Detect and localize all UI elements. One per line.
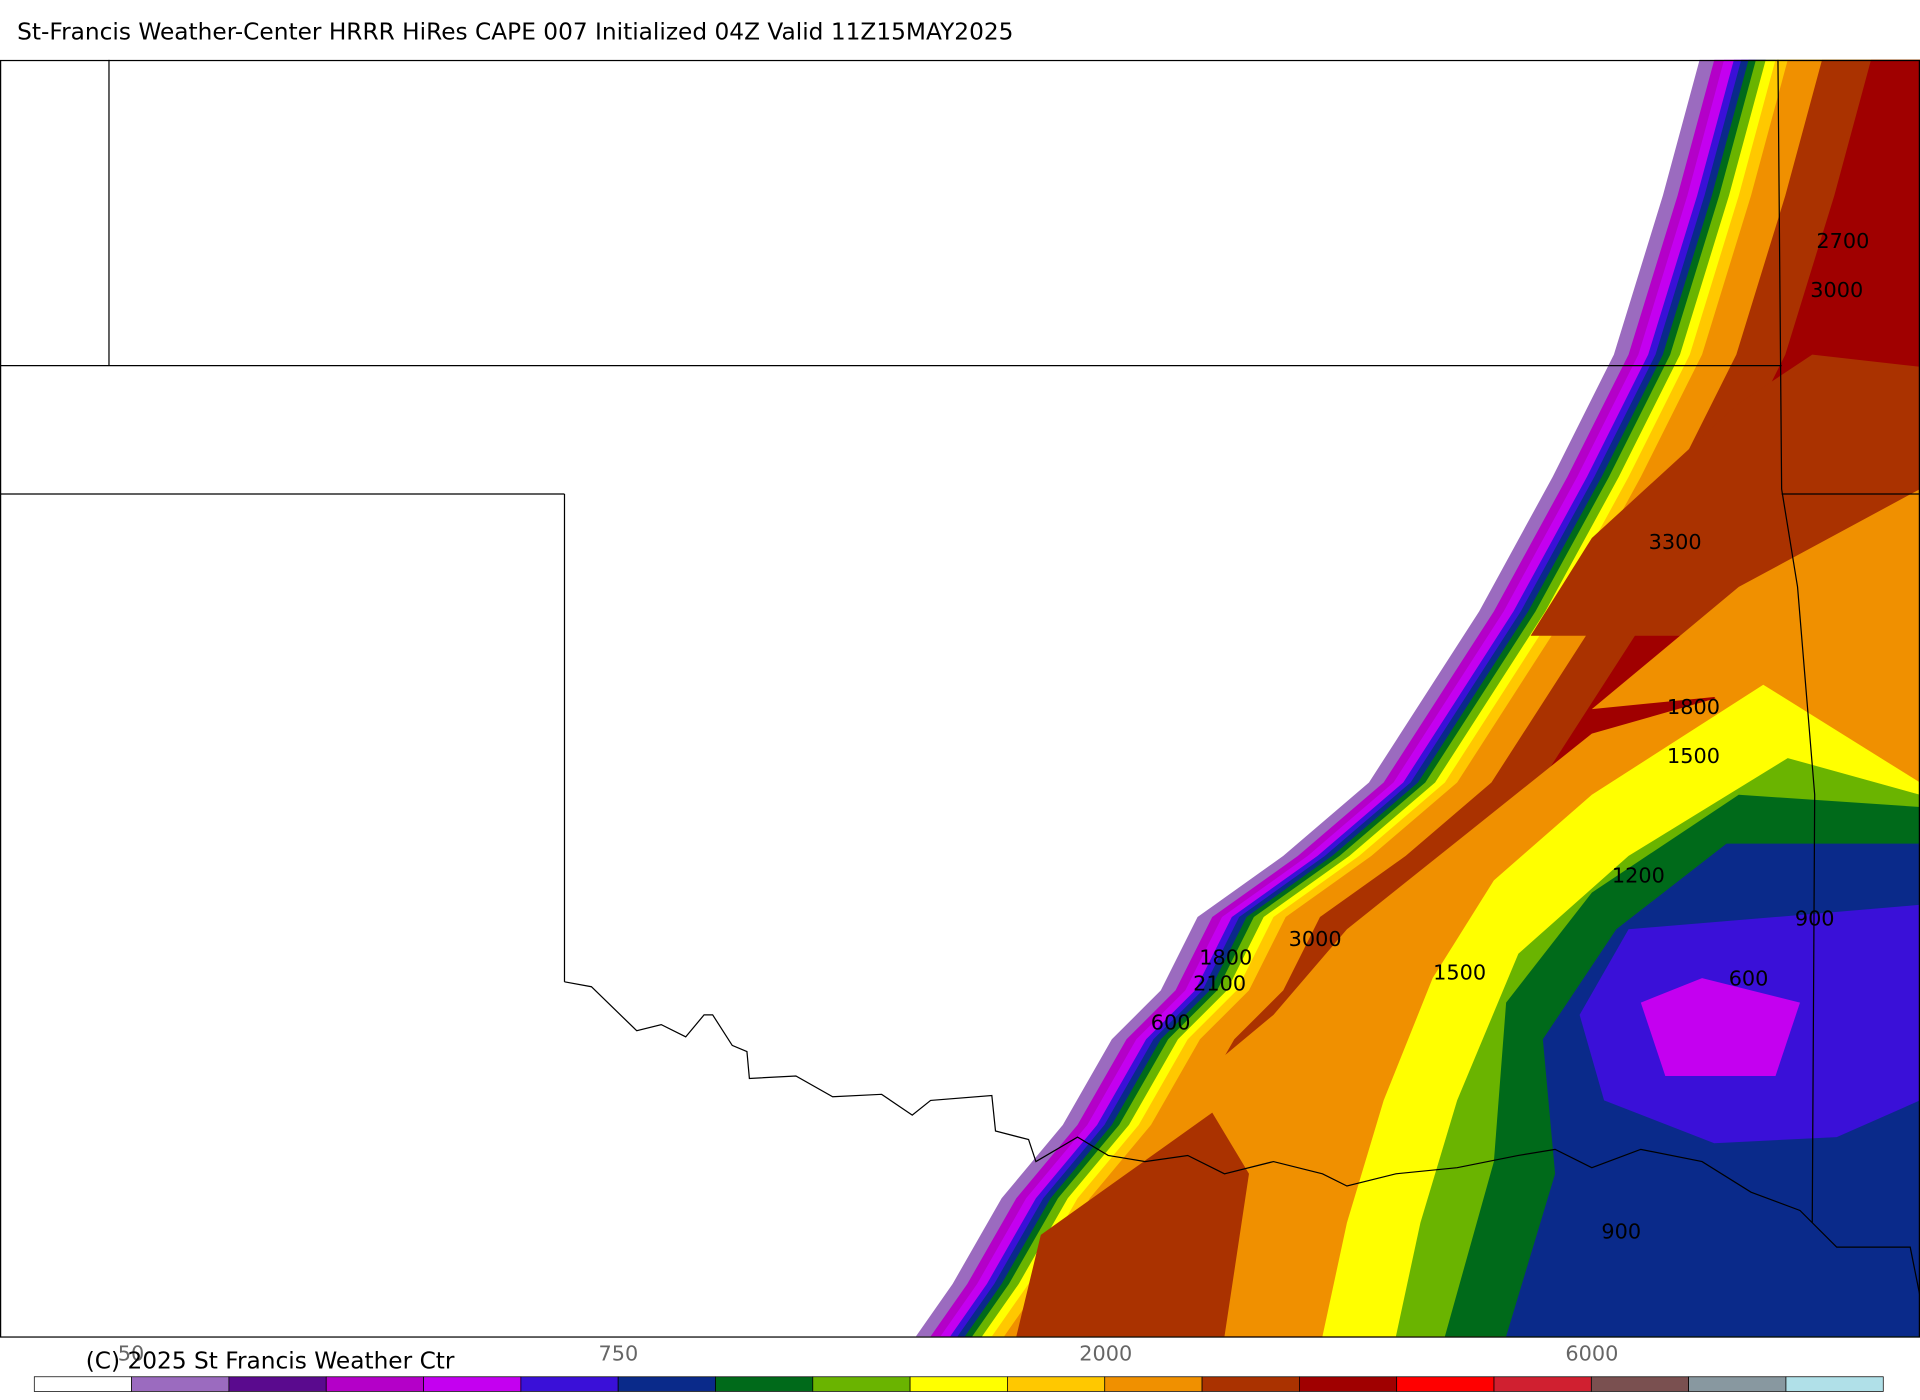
title: St-Francis Weather-Center HRRR HiRes CAP… <box>17 19 1013 46</box>
contour-label: 1800 <box>1199 946 1252 970</box>
contour-label: 600 <box>1151 1010 1191 1034</box>
contour-label: 2700 <box>1816 229 1869 253</box>
colorbar <box>33 1376 1884 1392</box>
contour-label: 1800 <box>1667 695 1720 719</box>
colorbar-swatch <box>131 1376 230 1392</box>
boundaries <box>0 59 1920 1338</box>
contour-label: 900 <box>1601 1219 1641 1243</box>
colorbar-swatch <box>520 1376 619 1392</box>
colorbar-swatch <box>1104 1376 1203 1392</box>
contour-label: 1500 <box>1433 960 1486 984</box>
cape-region <box>1640 978 1800 1076</box>
colorbar-swatch <box>1201 1376 1300 1392</box>
colorbar-swatch <box>228 1376 327 1392</box>
contour-label: 600 <box>1729 966 1769 990</box>
colorbar-swatch <box>325 1376 424 1392</box>
contour-label: 3000 <box>1289 927 1342 951</box>
colorbar-swatch <box>617 1376 716 1392</box>
colorbar-swatch <box>1785 1376 1884 1392</box>
colorbar-swatch <box>909 1376 1008 1392</box>
colorbar-swatch <box>1396 1376 1495 1392</box>
colorbar-swatch <box>1007 1376 1106 1392</box>
colorbar-swatch <box>423 1376 522 1392</box>
contour-label: 1200 <box>1612 864 1665 888</box>
contour-label: 3000 <box>1810 278 1863 302</box>
colorbar-swatch <box>1590 1376 1690 1392</box>
colorbar-label: 2000 <box>1079 1342 1132 1366</box>
colorbar-label: 750 <box>599 1342 639 1366</box>
colorbar-swatch <box>1493 1376 1592 1392</box>
colorbar-swatch <box>812 1376 911 1392</box>
copyright: (C) 2025 St Francis Weather Ctr <box>86 1348 455 1375</box>
colorbar-swatch <box>715 1376 814 1392</box>
contour-label: 900 <box>1795 906 1835 930</box>
contour-labels: 2700 3000 3300 1800 1500 1200 900 600 18… <box>1151 229 1870 1243</box>
colorbar-swatch <box>1299 1376 1398 1392</box>
contour-label: 2100 <box>1193 971 1246 995</box>
cape-region <box>1016 1112 1249 1337</box>
colorbar-label: 6000 <box>1565 1342 1618 1366</box>
cape-region <box>1591 489 1920 783</box>
colorbar-label: 50 <box>118 1342 144 1366</box>
colorbar-swatch <box>1688 1376 1787 1392</box>
cape-field <box>915 59 1920 1337</box>
contour-label: 1500 <box>1667 744 1720 768</box>
contour-label: 3300 <box>1649 530 1702 554</box>
colorbar-swatch <box>33 1376 132 1392</box>
